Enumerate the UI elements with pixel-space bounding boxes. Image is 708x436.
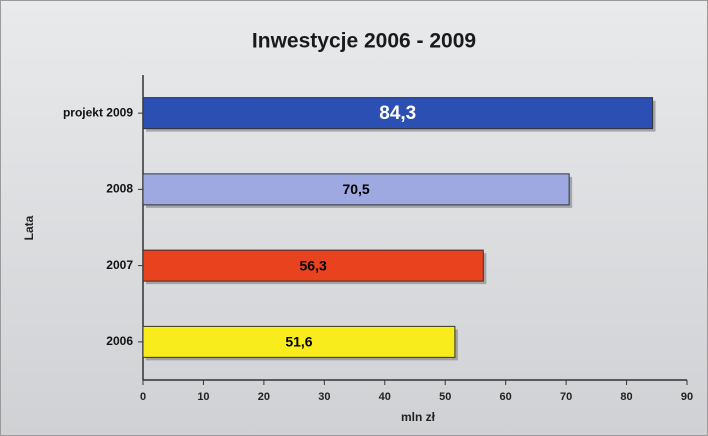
x-tick-label: 60	[500, 391, 512, 403]
bar	[142, 249, 484, 282]
bar	[142, 325, 456, 358]
y-tick-label: 2007	[106, 258, 133, 272]
bar	[142, 173, 570, 206]
x-tick-label: 50	[439, 391, 451, 403]
data-label: 56,3	[300, 257, 327, 273]
bar	[142, 97, 654, 130]
x-tick-label: 80	[620, 391, 632, 403]
x-tick-label: 30	[318, 391, 330, 403]
y-tick-label: 2008	[106, 182, 133, 196]
chart-title: Inwestycje 2006 - 2009	[252, 30, 476, 53]
y-tick-label: projekt 2009	[63, 105, 133, 119]
x-tick-label: 90	[681, 391, 693, 403]
y-tick-label: 2006	[106, 334, 133, 348]
data-label: 51,6	[285, 334, 312, 350]
x-tick-label: 0	[140, 391, 146, 403]
x-axis-label: mln zł	[401, 410, 436, 424]
x-tick-label: 70	[560, 391, 572, 403]
y-axis-label: Lata	[22, 215, 36, 240]
x-tick-label: 10	[197, 391, 209, 403]
x-tick-label: 40	[379, 391, 391, 403]
x-tick-label: 20	[258, 391, 270, 403]
data-label: 84,3	[379, 103, 416, 124]
data-label: 70,5	[342, 181, 369, 197]
